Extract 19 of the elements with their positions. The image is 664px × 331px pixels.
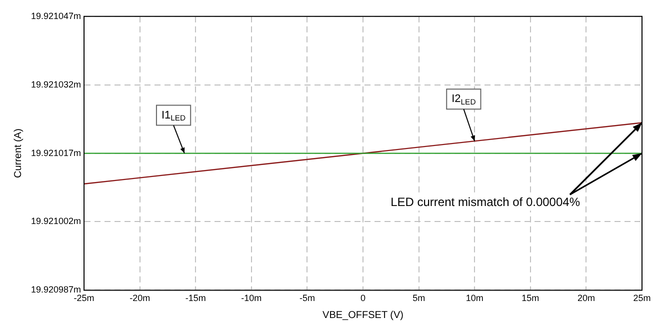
y-tick-label: 19.921002m [30, 216, 82, 226]
x-tick-label: -20m [130, 293, 150, 304]
y-tick-label: 19.921017m [30, 148, 82, 158]
x-tick-label: -15m [185, 293, 206, 304]
x-axis-title: VBE_OFFSET (V) [322, 310, 404, 321]
x-tick-label: 5m [412, 293, 426, 304]
y-tick-label: 19.921047m [30, 10, 82, 21]
x-tick-label: 10m [466, 293, 484, 304]
x-tick-label: 15m [522, 293, 540, 304]
x-tick-label: -5m [299, 293, 315, 304]
y-tick-label: 19.921032m [30, 79, 82, 90]
x-tick-label: 0 [360, 293, 366, 304]
y-tick-label: 19.920987m [30, 284, 82, 295]
x-tick-label: 20m [577, 293, 595, 304]
x-tick-label: 25m [633, 293, 651, 304]
x-tick-label: -25m [74, 293, 94, 304]
y-axis-title: Current (A) [12, 128, 24, 178]
x-tick-label: -10m [241, 293, 262, 304]
annotation: LED current mismatch of 0.00004% [390, 194, 580, 209]
